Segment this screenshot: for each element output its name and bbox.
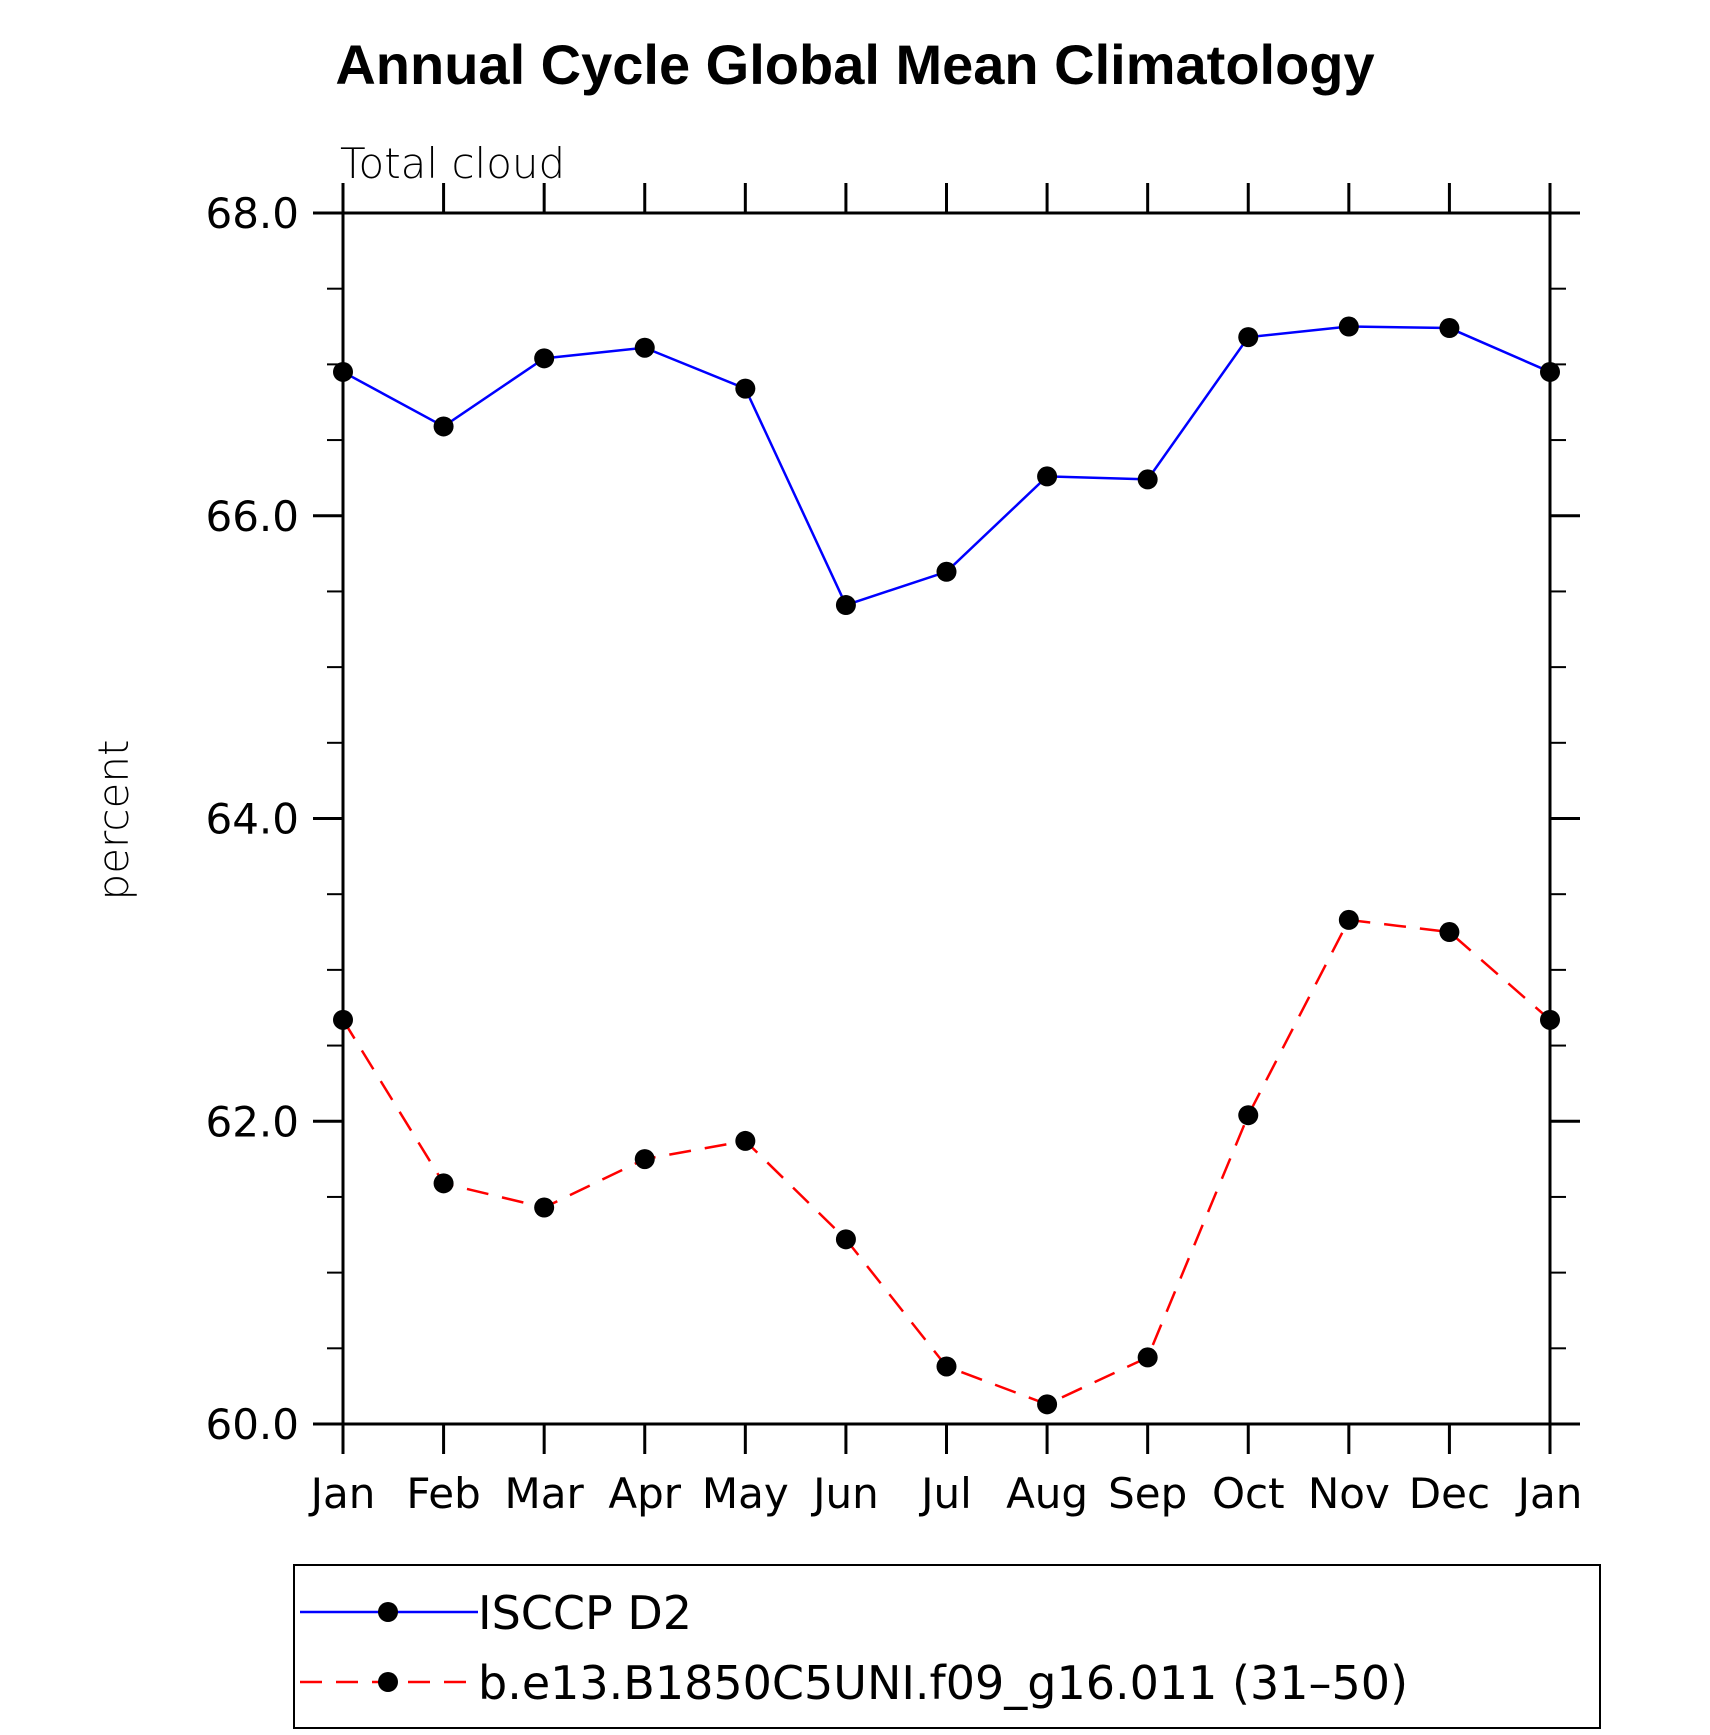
data-point xyxy=(735,1130,756,1151)
x-tick-label: Dec xyxy=(1409,1469,1490,1518)
legend-label: ISCCP D2 xyxy=(478,1586,692,1640)
data-point xyxy=(835,595,856,616)
y-axis-label: percent xyxy=(89,740,138,901)
data-point xyxy=(1238,1105,1259,1126)
data-point xyxy=(634,1149,655,1170)
data-point xyxy=(735,378,756,399)
data-point xyxy=(1338,909,1359,930)
data-point xyxy=(1037,466,1058,487)
legend-marker xyxy=(378,1602,398,1622)
data-point xyxy=(1037,1394,1058,1415)
data-point xyxy=(1137,469,1158,490)
data-point xyxy=(534,348,555,369)
chart-title: Annual Cycle Global Mean Climatology xyxy=(335,33,1374,96)
x-tick-label: Aug xyxy=(1006,1469,1088,1518)
data-point xyxy=(835,1229,856,1250)
chart-subtitle: Total cloud xyxy=(340,139,565,188)
legend-marker xyxy=(378,1672,398,1692)
x-tick-label: Jun xyxy=(810,1469,879,1518)
data-point xyxy=(936,1356,957,1377)
y-tick-label: 62.0 xyxy=(205,1097,299,1146)
data-point xyxy=(1238,327,1259,348)
y-tick-label: 64.0 xyxy=(205,795,299,844)
y-tick-label: 66.0 xyxy=(205,492,299,541)
data-point xyxy=(936,561,957,582)
data-point xyxy=(433,1173,454,1194)
axes-group: Jan Feb Mar Apr May Jun Jul Aug Sep Oct Nov Dec Jan6… xyxy=(205,183,1582,1518)
data-point xyxy=(1137,1347,1158,1368)
data-point xyxy=(634,337,655,358)
legend-label: b.e13.B1850C5UNI.f09_g16.011 (31–50) xyxy=(478,1656,1408,1710)
data-point xyxy=(1439,922,1460,943)
y-tick-label: 68.0 xyxy=(205,189,299,238)
data-point xyxy=(1540,1009,1560,1030)
data-point xyxy=(1439,318,1460,339)
data-point xyxy=(433,416,454,437)
data-point xyxy=(534,1197,555,1218)
series-line-1 xyxy=(341,918,1551,1406)
legend-group: ISCCP D2 b.e13.B1850C5UNI.f09_g16.011 (31… xyxy=(300,1586,1408,1710)
x-tick-label: Jan xyxy=(1515,1469,1583,1518)
x-tick-label: Mar xyxy=(505,1469,585,1518)
data-point xyxy=(333,1009,353,1030)
x-tick-label: Sep xyxy=(1108,1469,1187,1518)
x-tick-label: Apr xyxy=(608,1469,681,1518)
y-tick-label: 60.0 xyxy=(205,1400,299,1449)
data-point xyxy=(1338,316,1359,337)
x-tick-label: Feb xyxy=(406,1469,480,1518)
legend-box xyxy=(293,1564,1601,1729)
x-tick-label: May xyxy=(702,1469,789,1518)
x-tick-label: Jul xyxy=(918,1469,972,1518)
data-point xyxy=(1540,361,1560,382)
data-point xyxy=(333,361,353,382)
x-tick-label: Nov xyxy=(1308,1469,1390,1518)
series-group xyxy=(333,316,1560,1415)
x-tick-label: Jan xyxy=(308,1469,376,1518)
x-tick-label: Oct xyxy=(1212,1469,1285,1518)
plot-frame xyxy=(341,211,1552,1426)
